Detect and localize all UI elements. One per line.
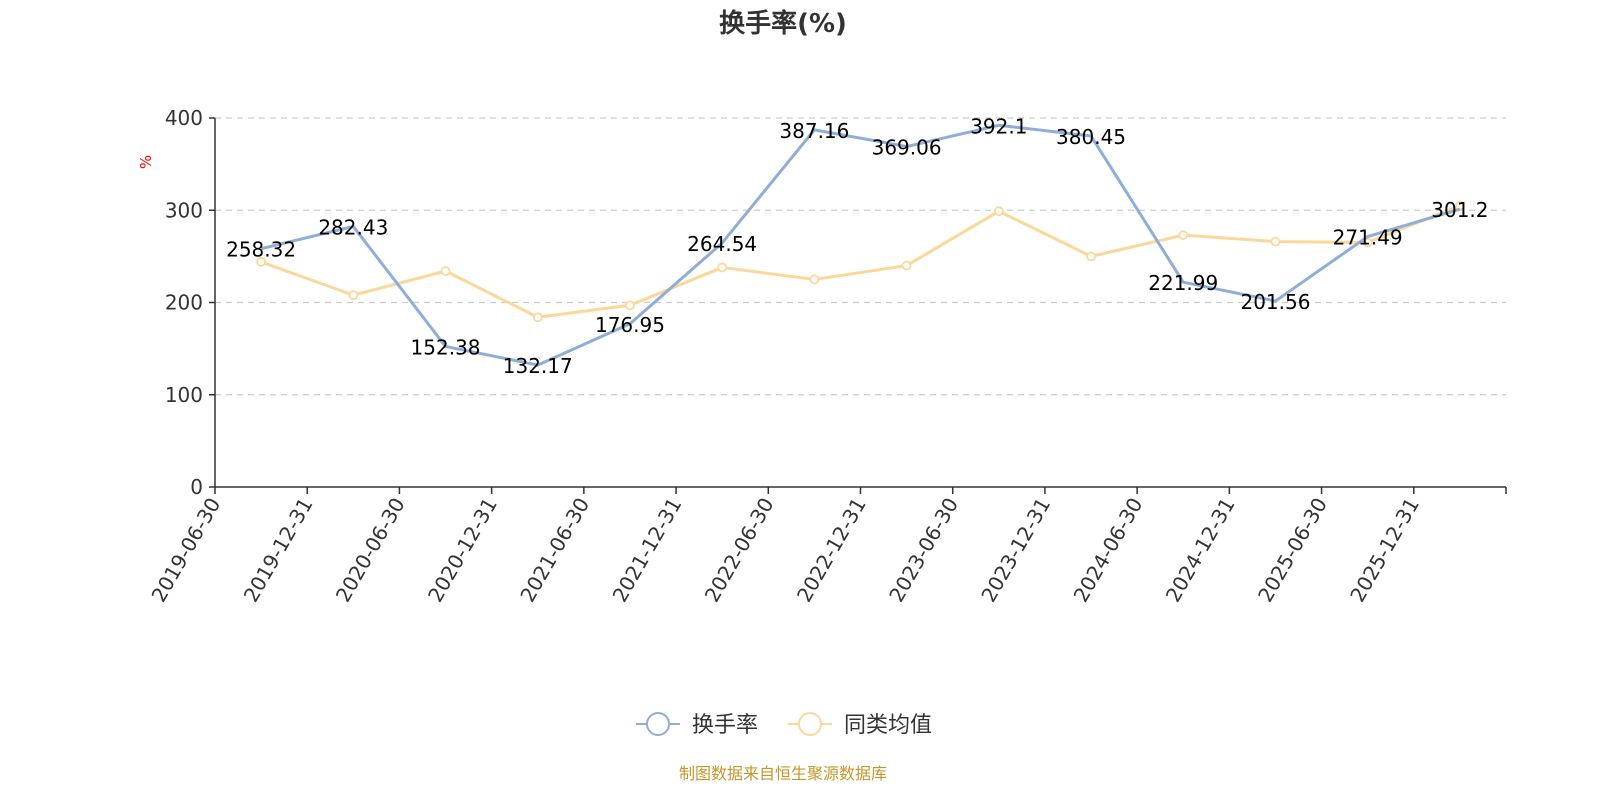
chart-title: 换手率(%): [719, 8, 847, 39]
x-tick-label: 2023-12-31: [976, 494, 1055, 607]
data-label: 176.95: [595, 313, 665, 337]
legend-item-0[interactable]: 换手率: [636, 712, 758, 738]
x-tick-label: 2022-06-30: [700, 494, 779, 607]
data-label: 387.16: [779, 119, 849, 143]
data-label: 271.49: [1333, 226, 1403, 250]
data-point: [256, 257, 267, 267]
legend[interactable]: 换手率 同类均值: [636, 712, 932, 738]
x-tick-label: 2021-06-30: [515, 494, 594, 607]
data-point: [1178, 230, 1189, 241]
grid-lines: [215, 117, 1506, 396]
data-point: [1270, 236, 1281, 247]
series-line-0: [260, 123, 1461, 367]
data-label: 301.2: [1431, 198, 1488, 222]
legend-item-1[interactable]: 同类均值: [788, 712, 932, 738]
y-tick-label: 100: [165, 383, 203, 407]
data-point: [717, 262, 728, 273]
data-point: [809, 274, 820, 285]
x-tick-label: 2021-12-31: [607, 494, 686, 607]
x-tick-label: 2019-06-30: [146, 494, 225, 607]
data-point: [1086, 251, 1096, 262]
data-labels: 258.32 282.43 152.38 132.17 176.95 264.54 387.…: [226, 114, 1488, 378]
x-tick-label: 2024-06-30: [1069, 494, 1148, 607]
source-note: 制图数据来自恒生聚源数据库: [679, 764, 887, 783]
x-tick-label: 2025-06-30: [1253, 494, 1332, 607]
x-tick-label: 2023-06-30: [884, 494, 963, 607]
legend-marker-icon: [646, 712, 670, 736]
y-tick-label: 200: [165, 291, 203, 315]
data-label: 201.56: [1240, 290, 1310, 314]
series-line-1: [260, 204, 1461, 319]
data-label: 221.99: [1148, 271, 1218, 295]
x-tick-label: 2025-12-31: [1345, 494, 1424, 607]
data-label: 369.06: [872, 136, 942, 160]
data-point: [901, 260, 912, 271]
data-point: [348, 290, 359, 301]
y-tick-label: 0: [190, 475, 203, 499]
x-tick-label: 2019-12-31: [239, 494, 318, 607]
data-label: 132.17: [503, 354, 573, 378]
legend-marker-icon: [798, 712, 822, 736]
y-axis-unit: %: [137, 155, 155, 169]
x-tick-label: 2024-12-31: [1161, 494, 1240, 607]
series-lines: [256, 123, 1465, 367]
data-label: 258.32: [226, 238, 296, 262]
data-point: [625, 300, 635, 311]
axes: 0 100 200 300 400 2019-06-30 2019-12-31 2020-06…: [146, 106, 1507, 607]
data-label: 380.45: [1056, 125, 1126, 149]
x-tick-label: 2022-12-31: [792, 494, 871, 607]
x-tick-label: 2020-12-31: [423, 493, 502, 606]
data-label: 282.43: [318, 215, 388, 239]
data-label: 152.38: [411, 335, 481, 359]
data-label: 392.1: [970, 114, 1027, 138]
data-point: [993, 206, 1004, 217]
legend-label: 同类均值: [844, 713, 932, 738]
legend-label: 换手率: [692, 713, 758, 738]
data-point: [440, 266, 451, 277]
data-point: [532, 312, 543, 323]
data-point: [1362, 237, 1373, 248]
y-tick-label: 400: [165, 106, 203, 130]
y-tick-label: 300: [165, 198, 203, 222]
x-tick-label: 2020-06-30: [331, 494, 410, 607]
data-label: 264.54: [687, 232, 757, 256]
